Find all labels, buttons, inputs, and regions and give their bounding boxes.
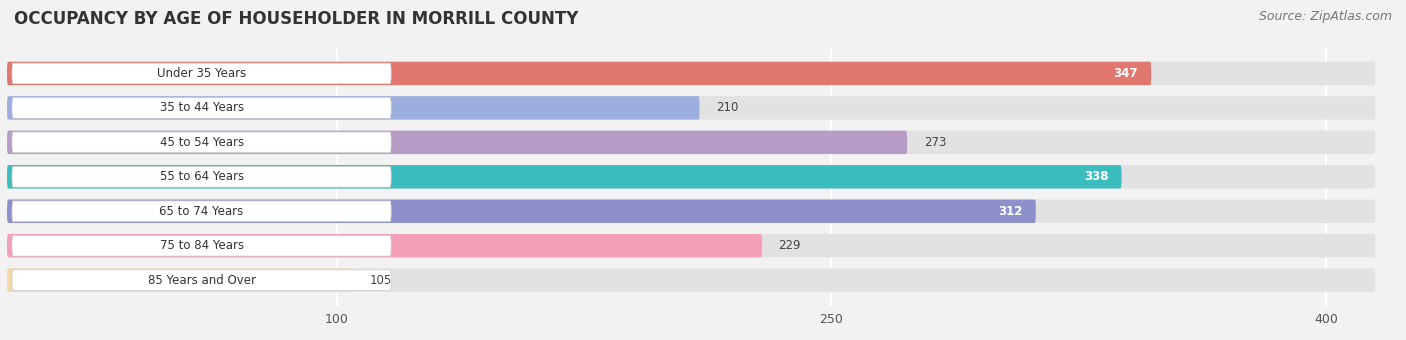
FancyBboxPatch shape	[7, 165, 1122, 188]
FancyBboxPatch shape	[7, 131, 907, 154]
FancyBboxPatch shape	[7, 200, 1036, 223]
Text: 55 to 64 Years: 55 to 64 Years	[159, 170, 243, 183]
FancyBboxPatch shape	[7, 234, 1375, 257]
FancyBboxPatch shape	[13, 132, 391, 153]
FancyBboxPatch shape	[7, 165, 1375, 188]
Text: 312: 312	[998, 205, 1022, 218]
FancyBboxPatch shape	[13, 98, 391, 118]
Text: 338: 338	[1084, 170, 1108, 183]
Text: 229: 229	[779, 239, 801, 252]
FancyBboxPatch shape	[7, 200, 1375, 223]
Text: 75 to 84 Years: 75 to 84 Years	[159, 239, 243, 252]
FancyBboxPatch shape	[7, 269, 353, 292]
FancyBboxPatch shape	[13, 235, 391, 256]
Text: 85 Years and Over: 85 Years and Over	[148, 274, 256, 287]
FancyBboxPatch shape	[7, 269, 1375, 292]
Text: 210: 210	[716, 101, 738, 114]
Text: 347: 347	[1114, 67, 1137, 80]
FancyBboxPatch shape	[7, 234, 762, 257]
FancyBboxPatch shape	[7, 96, 700, 120]
FancyBboxPatch shape	[7, 131, 1375, 154]
Text: 45 to 54 Years: 45 to 54 Years	[159, 136, 243, 149]
FancyBboxPatch shape	[13, 167, 391, 187]
FancyBboxPatch shape	[13, 270, 391, 290]
FancyBboxPatch shape	[13, 201, 391, 222]
Text: Under 35 Years: Under 35 Years	[157, 67, 246, 80]
Text: 65 to 74 Years: 65 to 74 Years	[159, 205, 243, 218]
FancyBboxPatch shape	[7, 62, 1152, 85]
Text: 273: 273	[924, 136, 946, 149]
Text: 35 to 44 Years: 35 to 44 Years	[159, 101, 243, 114]
Text: 105: 105	[370, 274, 392, 287]
Text: Source: ZipAtlas.com: Source: ZipAtlas.com	[1258, 10, 1392, 23]
FancyBboxPatch shape	[7, 62, 1375, 85]
FancyBboxPatch shape	[13, 63, 391, 84]
Text: OCCUPANCY BY AGE OF HOUSEHOLDER IN MORRILL COUNTY: OCCUPANCY BY AGE OF HOUSEHOLDER IN MORRI…	[14, 10, 578, 28]
FancyBboxPatch shape	[7, 96, 1375, 120]
